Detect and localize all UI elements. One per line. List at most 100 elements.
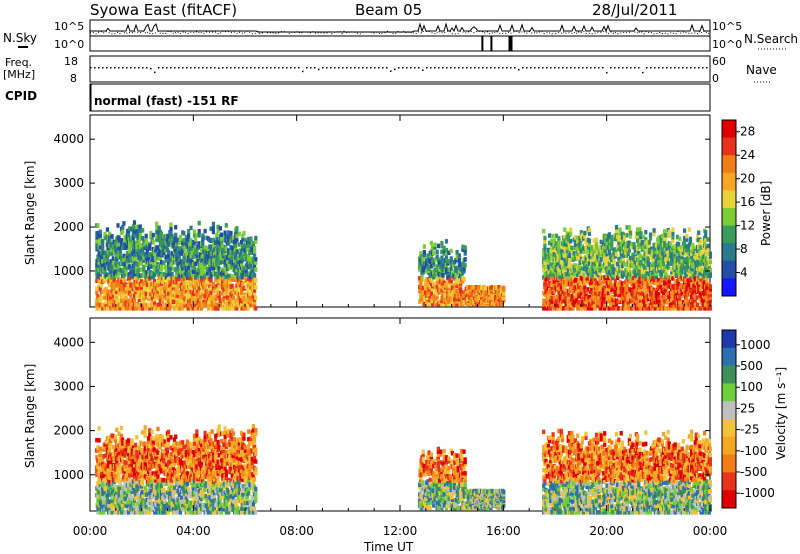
echo-cell — [155, 221, 159, 227]
echo-cell — [122, 253, 126, 259]
echo-cell — [101, 239, 105, 244]
echo-cell — [103, 442, 107, 447]
echo-cell — [650, 246, 654, 252]
echo-cell — [152, 278, 157, 284]
echo-cell — [550, 272, 554, 277]
echo-cell — [683, 235, 687, 241]
echo-cell — [243, 248, 247, 253]
echo-cell — [152, 266, 157, 272]
echo-cell — [154, 257, 158, 262]
echo-cell — [102, 447, 106, 452]
echo-cell — [242, 298, 246, 303]
echo-cell — [201, 274, 205, 280]
echo-cell — [578, 281, 582, 286]
echo-cell — [142, 239, 146, 244]
echo-cell — [640, 269, 644, 274]
echo-cell — [167, 242, 171, 247]
echo-cell — [247, 243, 251, 248]
echo-cell — [211, 257, 215, 263]
echo-cell — [151, 232, 155, 238]
echo-cell — [238, 300, 242, 305]
echo-cell — [645, 249, 649, 254]
echo-cell — [434, 301, 438, 307]
frequency-point — [478, 67, 480, 69]
echo-cell — [108, 444, 112, 449]
echo-cell — [425, 301, 429, 307]
echo-cell — [141, 235, 145, 241]
echo-cell — [550, 299, 554, 304]
echo-cell — [664, 232, 668, 238]
echo-cell — [703, 247, 707, 252]
echo-cell — [209, 254, 213, 259]
echo-cell — [636, 238, 640, 244]
frequency-point — [686, 67, 688, 69]
echo-cell — [110, 251, 114, 256]
echo-cell — [102, 477, 106, 482]
echo-cell — [161, 299, 165, 304]
echo-cell — [440, 301, 444, 307]
echo-cell — [661, 268, 666, 273]
frequency-point — [602, 67, 604, 69]
echo-cell — [168, 237, 172, 243]
echo-cell — [607, 235, 611, 241]
echo-cell — [187, 265, 191, 271]
frequency-point — [654, 67, 656, 69]
noise-sky-label: N.Sky — [3, 31, 37, 45]
echo-cell — [162, 279, 166, 285]
echo-cell — [556, 280, 560, 285]
echo-cell — [110, 275, 114, 280]
echo-cell — [215, 236, 219, 241]
frequency-point — [198, 67, 200, 69]
frequency-point — [114, 67, 116, 69]
echo-cell — [151, 260, 155, 266]
nave-right-tick-bottom: 0 — [712, 72, 719, 85]
echo-cell — [564, 272, 568, 277]
echo-cell — [613, 247, 617, 252]
echo-cell — [609, 255, 613, 260]
noise-search-trace — [89, 30, 711, 35]
echo-cell — [96, 448, 100, 454]
echo-cell — [646, 265, 650, 271]
echo-cell — [114, 438, 118, 443]
echo-cell — [552, 238, 556, 243]
echo-cell — [449, 248, 453, 254]
echo-cell — [222, 256, 226, 262]
echo-cell — [691, 257, 695, 263]
echo-cell — [548, 266, 552, 271]
frequency-point — [170, 67, 172, 69]
echo-cell — [151, 239, 155, 245]
echo-cell — [626, 299, 630, 305]
echo-cell — [631, 261, 635, 266]
echo-cell — [449, 289, 453, 294]
echo-cell — [442, 245, 446, 251]
echo-cell — [657, 253, 661, 258]
echo-cell — [95, 278, 99, 283]
echo-cell — [647, 246, 651, 251]
echo-cell — [110, 234, 114, 239]
echo-cell — [666, 283, 670, 289]
echo-cell — [223, 295, 227, 300]
echo-cell — [425, 277, 429, 282]
echo-cell — [545, 292, 549, 298]
frequency-point — [282, 67, 284, 69]
echo-cell — [201, 240, 205, 245]
echo-cell — [125, 302, 129, 307]
echo-cell — [212, 265, 217, 270]
echo-cell — [564, 278, 568, 284]
echo-cell — [618, 231, 622, 236]
echo-cell — [152, 284, 157, 290]
echo-cell — [243, 237, 247, 243]
echo-cell — [657, 235, 661, 241]
power-y-axis-label: Slant Range [km] — [23, 161, 37, 265]
date-title: 28/Jul/2011 — [592, 1, 677, 19]
frequency-point — [562, 67, 564, 69]
echo-cell — [201, 254, 205, 259]
echo-cell — [163, 306, 167, 311]
echo-cell — [494, 292, 498, 298]
echo-cell — [233, 303, 237, 308]
echo-cell — [617, 306, 621, 311]
echo-cell — [442, 251, 446, 256]
echo-cell — [422, 252, 426, 258]
echo-cell — [225, 255, 230, 261]
echo-cell — [185, 275, 189, 280]
